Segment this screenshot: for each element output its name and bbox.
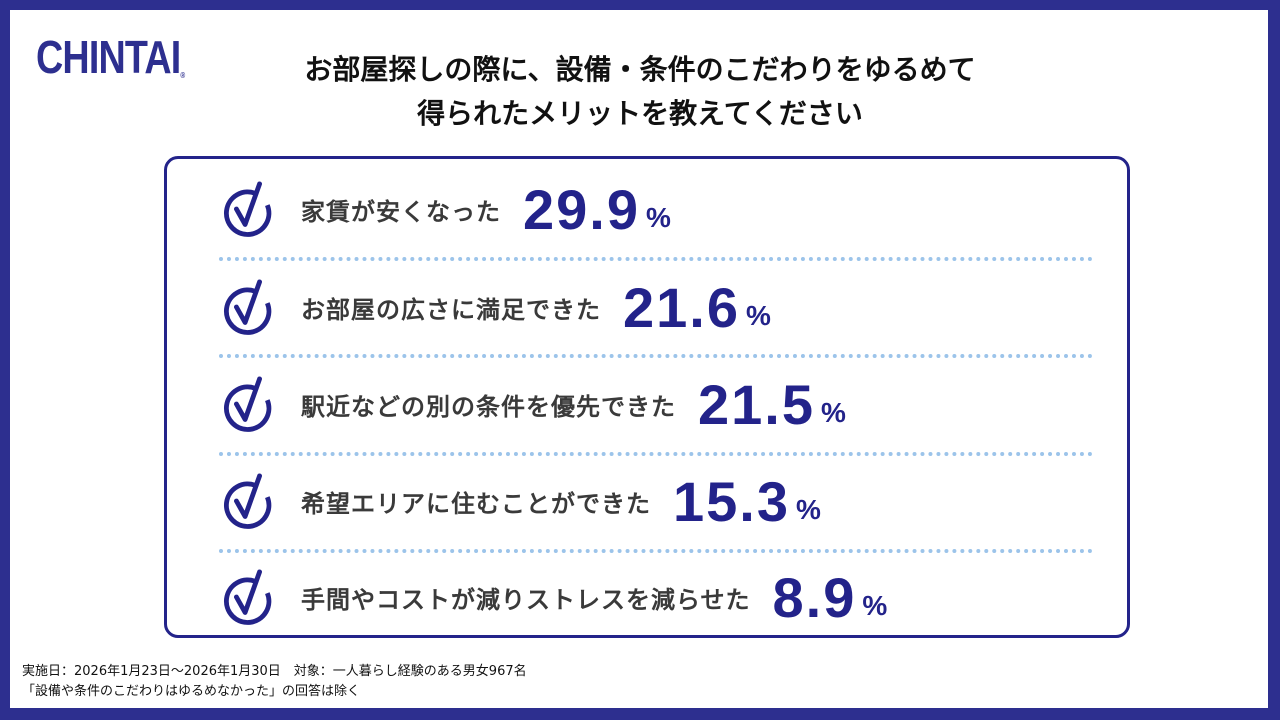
title-line-2: 得られたメリットを教えてください bbox=[417, 97, 863, 130]
item-value: 21.5 bbox=[698, 372, 815, 436]
item-label: 希望エリアに住むことができた bbox=[301, 489, 651, 518]
check-circle-icon bbox=[223, 181, 272, 237]
divider bbox=[219, 257, 1093, 261]
footnote: 実施日：2026年1月23日〜2026年1月30日 対象：一人暮らし経験のある男… bbox=[22, 662, 527, 702]
check-circle-icon bbox=[223, 279, 272, 335]
divider bbox=[219, 354, 1093, 358]
chintai-logo: CHINTAI® bbox=[36, 31, 185, 83]
title-line-1: お部屋探しの際に、設備・条件のこだわりをゆるめて bbox=[304, 53, 976, 86]
item-unit: % bbox=[646, 202, 671, 233]
check-circle-icon bbox=[223, 376, 272, 432]
slide-frame bbox=[10, 10, 1268, 708]
result-row: 手間やコストが減りストレスを減らせた 8.9 % bbox=[219, 549, 887, 645]
result-row: 希望エリアに住むことができた 15.3 % bbox=[219, 453, 821, 549]
results-panel: 家賃が安くなった 29.9 % お部屋の広さに満足できた 21.6 % 駅近など… bbox=[164, 156, 1130, 638]
logo-reg-mark: ® bbox=[180, 71, 185, 80]
check-circle-icon bbox=[223, 569, 272, 625]
logo-text: CHINTAI bbox=[36, 31, 181, 83]
footnote-line-1: 実施日：2026年1月23日〜2026年1月30日 対象：一人暮らし経験のある男… bbox=[22, 664, 527, 679]
item-label: お部屋の広さに満足できた bbox=[301, 295, 601, 324]
item-unit: % bbox=[746, 300, 771, 331]
item-label: 家賃が安くなった bbox=[301, 197, 501, 226]
page-title: お部屋探しの際に、設備・条件のこだわりをゆるめて 得られたメリットを教えてくださ… bbox=[200, 48, 1080, 136]
result-row: 家賃が安くなった 29.9 % bbox=[219, 161, 671, 257]
result-row: 駅近などの別の条件を優先できた 21.5 % bbox=[219, 356, 846, 452]
item-value: 15.3 bbox=[673, 469, 790, 533]
footnote-line-2: 「設備や条件のこだわりはゆるめなかった」の回答は除く bbox=[22, 684, 361, 699]
item-value: 29.9 bbox=[523, 177, 640, 241]
divider bbox=[219, 452, 1093, 456]
item-unit: % bbox=[796, 494, 821, 525]
item-value: 8.9 bbox=[772, 565, 857, 629]
item-unit: % bbox=[862, 590, 888, 621]
check-circle-icon bbox=[223, 473, 272, 529]
divider bbox=[219, 549, 1093, 553]
item-label: 駅近などの別の条件を優先できた bbox=[301, 392, 676, 421]
item-unit: % bbox=[821, 397, 846, 428]
item-label: 手間やコストが減りストレスを減らせた bbox=[301, 585, 751, 614]
result-row: お部屋の広さに満足できた 21.6 % bbox=[219, 259, 771, 355]
item-value: 21.6 bbox=[623, 275, 740, 339]
